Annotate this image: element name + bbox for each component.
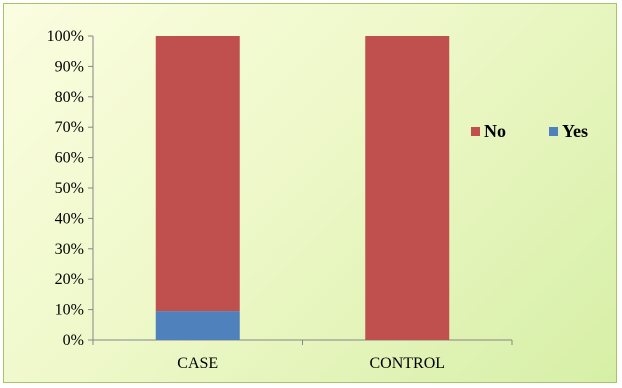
y-tick-label: 30% [55, 241, 84, 258]
legend-label-yes: Yes [562, 121, 588, 141]
bars [155, 36, 450, 340]
y-tick-label: 0% [63, 332, 84, 349]
legend: No Yes [471, 121, 588, 141]
chart-frame [3, 3, 617, 383]
legend-label-no: No [484, 121, 506, 141]
legend-swatch-no [471, 127, 480, 136]
y-tick-label: 90% [55, 58, 84, 75]
y-tick-label: 100% [47, 28, 84, 45]
y-tick-label: 10% [55, 302, 84, 319]
y-axis: 0% 10% 20% 30% 40% 50% 60% 70% 80% 90% 100% [47, 28, 94, 349]
bar-control-no [365, 36, 450, 340]
y-tick-label: 40% [55, 210, 84, 227]
y-tick-label: 50% [55, 180, 84, 197]
x-tick-label: CASE [177, 355, 218, 372]
y-tick-label: 80% [55, 89, 84, 106]
y-tick-label: 70% [55, 119, 84, 136]
bar-case-no [155, 36, 240, 312]
legend-swatch-yes [549, 127, 558, 136]
x-axis: CASE CONTROL [92, 339, 513, 372]
y-tick-label: 20% [55, 271, 84, 288]
bar-case-yes [155, 311, 240, 340]
x-tick-label: CONTROL [369, 355, 445, 372]
y-tick-label: 60% [55, 150, 84, 167]
